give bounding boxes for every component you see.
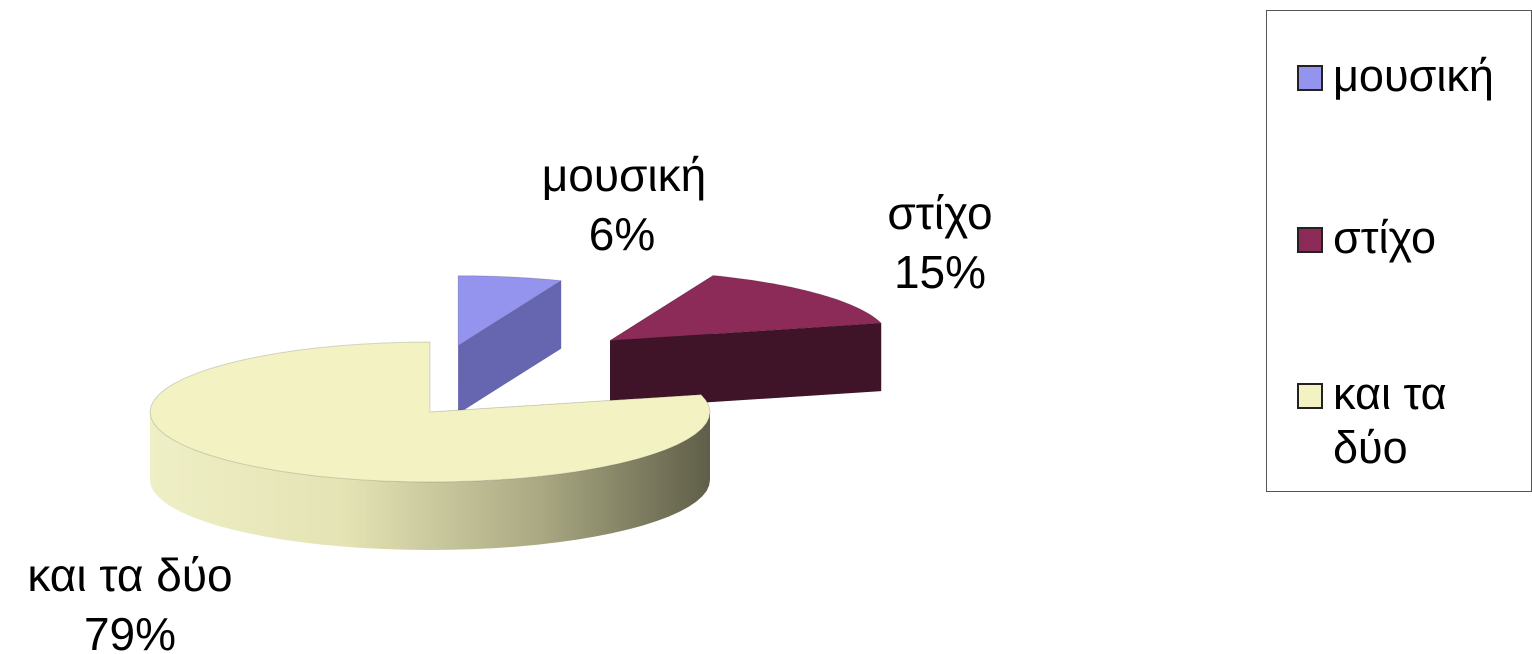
pie-slice-music-wall-1 [458,280,562,414]
chart-legend: μουσική στίχο και τα δύο [1266,10,1532,492]
data-label-music-value: 6% [589,208,655,260]
pie-slice-both-top [149,341,711,483]
legend-label-music: μουσική [1333,50,1494,101]
legend-swatch-music [1297,65,1323,91]
pie-slice-both-side [150,412,710,550]
data-label-both-name: και τα δύο [27,549,232,601]
data-label-lyrics-value: 15% [894,246,986,298]
legend-label-lyrics: στίχο [1333,212,1436,263]
pie-slice-music [457,275,563,414]
pie-slice-lyrics-wall-1 [610,323,882,409]
data-label-both-value: 79% [84,608,176,654]
legend-label-both: και τα δύο [1333,368,1447,473]
data-label-music-name: μουσική [542,149,706,201]
legend-swatch-lyrics [1297,227,1323,253]
pie-slice-both [149,341,711,550]
legend-swatch-both [1297,383,1323,409]
data-label-lyrics-name: στίχο [887,187,992,239]
pie-slice-lyrics-top [609,274,883,342]
pie-slice-music-top [457,275,563,347]
pie-slice-lyrics [609,274,883,409]
